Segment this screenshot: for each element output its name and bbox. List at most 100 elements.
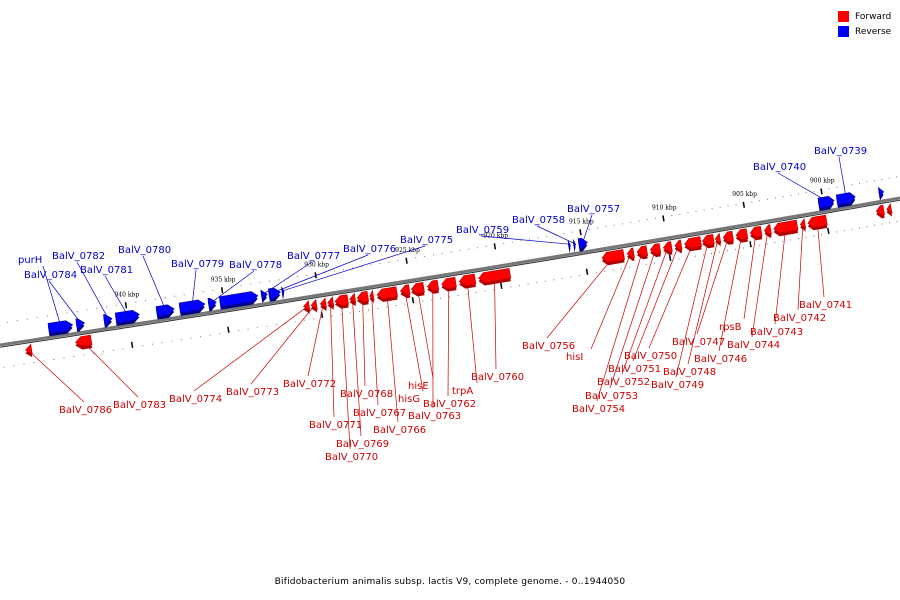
gene-arrow-balv-0760[interactable] — [478, 268, 512, 283]
gene-label[interactable]: BalV_0740 — [753, 162, 806, 173]
gene-arrow-balv-0763[interactable] — [426, 279, 440, 292]
gene-label[interactable]: BalV_0750 — [624, 351, 677, 362]
gene-arrow-balv-0769[interactable] — [349, 292, 357, 304]
gene-arrow-hise[interactable] — [410, 282, 425, 294]
gene-label[interactable]: hisE — [408, 381, 429, 392]
gene-label[interactable]: BalV_0776 — [343, 244, 396, 255]
gene-label[interactable]: BalV_0739 — [814, 146, 867, 157]
gene-arrow-rpsb[interactable] — [749, 225, 763, 238]
gene-arrow-unlabeled[interactable] — [218, 291, 259, 307]
gene-arrow-balv-0756[interactable] — [601, 249, 625, 263]
gene-label[interactable]: BalV_0771 — [309, 420, 362, 431]
gene-arrow-balv-0771[interactable] — [327, 296, 335, 308]
gene-label[interactable]: purH — [18, 255, 42, 266]
gene-arrow-balv-0770[interactable] — [334, 294, 349, 306]
gene-arrow-unlabeled[interactable] — [877, 186, 884, 199]
gene-label[interactable]: BalV_0784 — [24, 270, 77, 281]
gene-label[interactable]: BalV_0766 — [373, 425, 426, 436]
gene-arrow-balv-0783[interactable] — [74, 334, 93, 347]
gene-arrow-unlabeled[interactable] — [875, 204, 885, 216]
gene-arrow-balv-0741[interactable] — [807, 214, 828, 228]
gene-label[interactable]: BalV_0770 — [325, 452, 378, 463]
gene-label[interactable]: BalV_0742 — [773, 313, 826, 324]
gene-label[interactable]: BalV_0782 — [52, 251, 105, 262]
gene-arrow-balv-0776[interactable] — [267, 287, 281, 300]
gene-arrow-balv-0754[interactable] — [636, 245, 649, 257]
gene-arrow-balv-0768[interactable] — [356, 291, 370, 303]
gene-label[interactable]: BalV_0772 — [283, 379, 336, 390]
gene-arrow-balv-0739[interactable] — [835, 192, 856, 206]
gene-label[interactable]: BalV_0783 — [113, 400, 166, 411]
gene-label[interactable]: rpsB — [719, 322, 742, 333]
gene-arrow-balv-0767[interactable] — [369, 289, 375, 302]
gene-label[interactable]: BalV_0779 — [171, 259, 224, 270]
gene-arrow-balv-0772[interactable] — [319, 297, 328, 309]
gene-arrow-balv-0773[interactable] — [310, 298, 318, 311]
gene-arrow-balv-0749[interactable] — [701, 234, 715, 246]
gene-label[interactable]: BalV_0753 — [585, 391, 638, 402]
gene-arrow-hisi[interactable] — [626, 247, 635, 259]
gene-label[interactable]: BalV_0780 — [118, 245, 171, 256]
gene-arrow-balv-0746[interactable] — [735, 228, 749, 240]
gene-arrow-balv-0747[interactable] — [722, 230, 734, 243]
gene-arrow-balv-0748[interactable] — [714, 232, 722, 244]
gene-label[interactable]: hisI — [566, 352, 583, 363]
gene-label[interactable]: BalV_0759 — [456, 225, 509, 236]
gene-arrow-unlabeled[interactable] — [886, 202, 893, 215]
gene-label[interactable]: BalV_0767 — [353, 408, 406, 419]
gene-arrow-balv-0740[interactable] — [817, 195, 835, 209]
gene-arrow-balv-0774[interactable] — [303, 300, 311, 312]
gene-label[interactable]: BalV_0775 — [400, 235, 453, 246]
gene-arrow-balv-0778[interactable] — [207, 297, 217, 309]
gene-arrow-balv-0786[interactable] — [25, 343, 33, 355]
gene-arrow-balv-0762[interactable] — [441, 276, 457, 289]
gene-label[interactable]: hisG — [398, 394, 420, 405]
gene-label[interactable]: BalV_0756 — [522, 341, 575, 352]
gene-label[interactable]: trpA — [452, 386, 473, 397]
gene-label[interactable]: BalV_0752 — [597, 377, 650, 388]
gene-arrow-balv-0784[interactable] — [75, 318, 85, 330]
gene-arrow-balv-0777[interactable] — [260, 289, 268, 301]
gene-arrow-balv-0744[interactable] — [763, 224, 772, 236]
gene-arrow-balv-0766[interactable] — [376, 286, 398, 300]
gene-label[interactable]: BalV_0778 — [229, 260, 282, 271]
gene-label[interactable]: BalV_0769 — [336, 439, 389, 450]
gene-label[interactable]: BalV_0781 — [80, 265, 133, 276]
gene-arrow-hisg[interactable] — [399, 284, 411, 296]
gene-label[interactable]: BalV_0774 — [169, 394, 222, 405]
gene-arrow-trpa[interactable] — [458, 273, 477, 286]
gene-label[interactable]: BalV_0758 — [512, 215, 565, 226]
gene-label[interactable]: BalV_0762 — [423, 399, 476, 410]
gene-arrow-balv-0751[interactable] — [674, 239, 683, 251]
gene-label[interactable]: BalV_0763 — [408, 411, 461, 422]
gene-arrow-balv-0753[interactable] — [649, 243, 662, 255]
gene-arrow-balv-0759[interactable] — [567, 240, 571, 251]
gene-arrow-balv-0775[interactable] — [281, 286, 285, 297]
gene-label[interactable]: BalV_0773 — [226, 387, 279, 398]
gene-label[interactable]: BalV_0777 — [287, 251, 340, 262]
gene-label[interactable]: BalV_0760 — [471, 372, 524, 383]
gene-label[interactable]: BalV_0744 — [727, 340, 780, 351]
gene-label[interactable]: BalV_0743 — [750, 327, 803, 338]
gene-label[interactable]: BalV_0751 — [608, 364, 661, 375]
gene-arrow-balv-0782[interactable] — [103, 314, 113, 326]
gene-label[interactable]: BalV_0748 — [663, 367, 716, 378]
gene-arrow-purh[interactable] — [47, 320, 74, 334]
gene-arrow-balv-0752[interactable] — [662, 241, 673, 253]
gene-arrow-balv-0757[interactable] — [577, 237, 588, 249]
gene-label[interactable]: BalV_0757 — [567, 204, 620, 215]
gene-label[interactable]: BalV_0786 — [59, 405, 112, 416]
gene-arrow-balv-0742[interactable] — [799, 218, 807, 230]
gene-arrow-balv-0743[interactable] — [773, 219, 799, 234]
gene-arrow-balv-0781[interactable] — [114, 309, 140, 324]
gene-label[interactable]: BalV_0741 — [799, 300, 852, 311]
gene-arrow-balv-0779[interactable] — [178, 299, 206, 314]
gene-label[interactable]: BalV_0746 — [694, 354, 747, 365]
gene-label[interactable]: BalV_0747 — [672, 337, 725, 348]
gene-arrow-balv-0758[interactable] — [572, 239, 576, 250]
gene-label[interactable]: BalV_0754 — [572, 404, 625, 415]
gene-label[interactable]: BalV_0768 — [340, 389, 393, 400]
gene-arrow-balv-0750[interactable] — [684, 236, 702, 249]
gene-arrow-balv-0780[interactable] — [155, 304, 175, 317]
gene-label[interactable]: BalV_0749 — [651, 380, 704, 391]
